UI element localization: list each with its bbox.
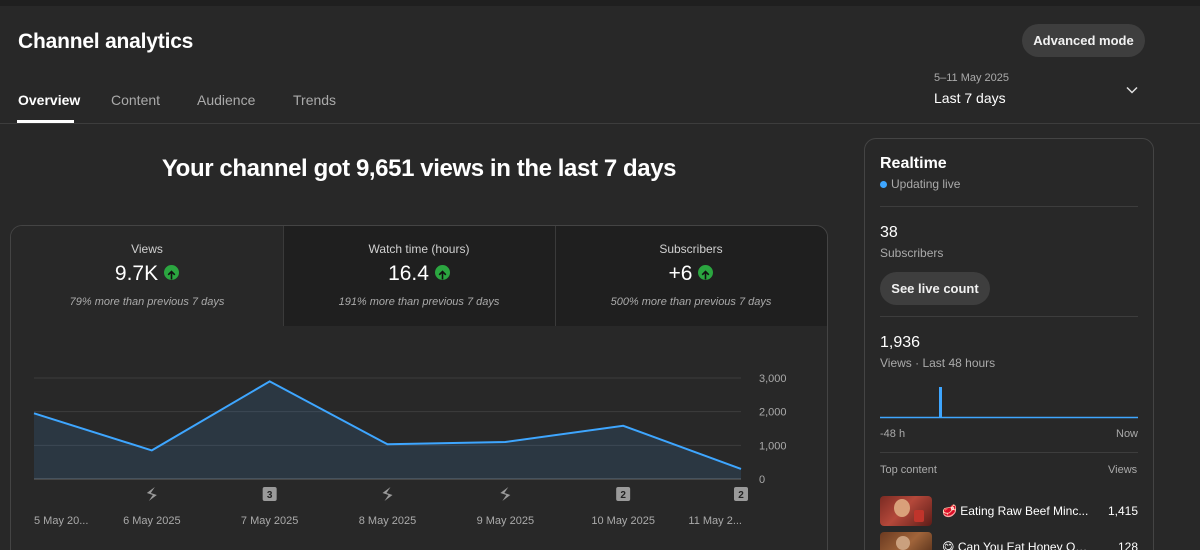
top-content-views: 1,415 <box>1107 504 1138 518</box>
video-thumbnail <box>880 532 932 550</box>
metrics-card: Views 9.7K 79% more than previous 7 days… <box>10 225 828 550</box>
x-tick-label: 5 May 20... <box>34 515 88 527</box>
top-content-row[interactable]: 😋 Can You Eat Honey On... 128 <box>880 532 1138 550</box>
realtime-views-count: 1,936 <box>880 334 921 351</box>
metric-name: Watch time (hours) <box>368 242 470 256</box>
divider <box>880 316 1138 317</box>
realtime-status: Updating live <box>891 177 961 191</box>
top-content-title: Eating Raw Beef Minc... <box>960 504 1089 518</box>
metric-comparison: 79% more than previous 7 days <box>69 296 225 308</box>
tab-overview[interactable]: Overview <box>18 92 81 108</box>
date-range[interactable]: 5–11 May 2025 <box>934 72 1010 84</box>
y-tick-label: 3,000 <box>759 373 787 385</box>
metric-divider <box>555 226 556 326</box>
y-tick-label: 0 <box>759 474 765 486</box>
metric-comparison: 500% more than previous 7 days <box>610 296 772 308</box>
shorts-icon <box>382 487 393 501</box>
metric-tab-watch-time[interactable]: Watch time (hours) 16.4 191% more than p… <box>283 226 555 326</box>
y-tick-label: 1,000 <box>759 440 787 452</box>
content-count-label: 2 <box>620 490 626 501</box>
live-dot-icon <box>880 181 887 188</box>
mini-axis-start: -48 h <box>880 428 906 440</box>
realtime-views-bar-chart[interactable] <box>880 379 1138 419</box>
top-content-label: Top content <box>880 464 937 476</box>
shorts-icon <box>500 487 511 501</box>
advanced-mode-button[interactable]: Advanced mode <box>1022 24 1145 57</box>
realtime-subscribers-count: 38 <box>880 224 898 241</box>
chevron-down-icon[interactable] <box>1124 82 1140 98</box>
realtime-title: Realtime <box>880 155 947 172</box>
arrow-up-icon <box>698 264 714 280</box>
mini-axis-end: Now <box>1116 428 1139 440</box>
divider <box>880 452 1138 453</box>
tab-audience[interactable]: Audience <box>197 92 256 108</box>
content-count-label: 3 <box>267 490 273 501</box>
summary-headline: Your channel got 9,651 views in the last… <box>161 155 677 182</box>
x-tick-label: 9 May 2025 <box>477 515 534 527</box>
metric-tab-subscribers[interactable]: Subscribers +6 500% more than previous 7… <box>555 226 827 326</box>
metric-value: 16.4 <box>388 262 429 286</box>
metric-value-row: +6 <box>555 262 827 286</box>
metric-name: Views <box>131 242 163 256</box>
metric-value: +6 <box>668 262 693 286</box>
views-line-chart[interactable]: 3,000 2,000 1,000 0 3 2 2 5 May 20... 6 May 2025… <box>11 336 828 550</box>
chart-line <box>33 380 742 470</box>
mini-bar <box>939 387 942 418</box>
arrow-up-icon <box>434 264 450 280</box>
shorts-icon <box>146 487 157 501</box>
y-tick-label: 2,000 <box>759 407 787 419</box>
arrow-up-icon <box>164 264 180 280</box>
x-tick-label: 6 May 2025 <box>123 515 180 527</box>
realtime-subscribers-label: Subscribers <box>880 246 944 260</box>
x-tick-label: 7 May 2025 <box>241 515 298 527</box>
content-count-marker <box>262 487 277 501</box>
emoji: 😋 <box>942 540 955 550</box>
top-content-title-wrap: 😋 Can You Eat Honey On... <box>942 540 1090 550</box>
tab-content[interactable]: Content <box>111 92 161 108</box>
content-count-marker <box>616 487 631 501</box>
top-content-title-wrap: 🥩 Eating Raw Beef Minc... <box>942 504 1090 518</box>
x-tick-label: 11 May 2... <box>688 515 742 527</box>
header-divider <box>0 123 1200 124</box>
date-picker-label[interactable]: Last 7 days <box>934 90 1006 106</box>
top-bar <box>0 0 1200 6</box>
metric-tab-views[interactable]: Views 9.7K 79% more than previous 7 days <box>11 226 283 326</box>
emoji: 🥩 <box>942 504 957 518</box>
x-tick-label: 8 May 2025 <box>359 515 416 527</box>
tab-trends[interactable]: Trends <box>293 92 337 108</box>
top-content-title: Can You Eat Honey On... <box>957 540 1090 550</box>
metric-value-row: 9.7K <box>11 262 283 286</box>
metric-value-row: 16.4 <box>283 262 555 286</box>
top-content-views-header: Views <box>1108 464 1138 476</box>
content-count-marker <box>734 487 748 501</box>
active-tab-indicator <box>17 120 74 123</box>
metric-value: 9.7K <box>114 262 159 286</box>
realtime-views-label: Views · Last 48 hours <box>880 356 996 370</box>
realtime-panel: Realtime Updating live 38 Subscribers Se… <box>864 138 1154 550</box>
content-count-label: 2 <box>738 490 744 501</box>
metric-divider <box>283 226 284 326</box>
top-content-row[interactable]: 🥩 Eating Raw Beef Minc... 1,415 <box>880 496 1138 526</box>
chart-area <box>34 381 741 479</box>
see-live-count-button[interactable]: See live count <box>880 272 990 305</box>
metric-name: Subscribers <box>659 242 723 256</box>
page-title: Channel analytics <box>18 30 194 53</box>
top-content-views: 128 <box>1117 540 1138 550</box>
divider <box>880 206 1138 207</box>
x-tick-label: 10 May 2025 <box>591 515 655 527</box>
metric-comparison: 191% more than previous 7 days <box>338 296 500 308</box>
video-thumbnail <box>880 496 932 526</box>
